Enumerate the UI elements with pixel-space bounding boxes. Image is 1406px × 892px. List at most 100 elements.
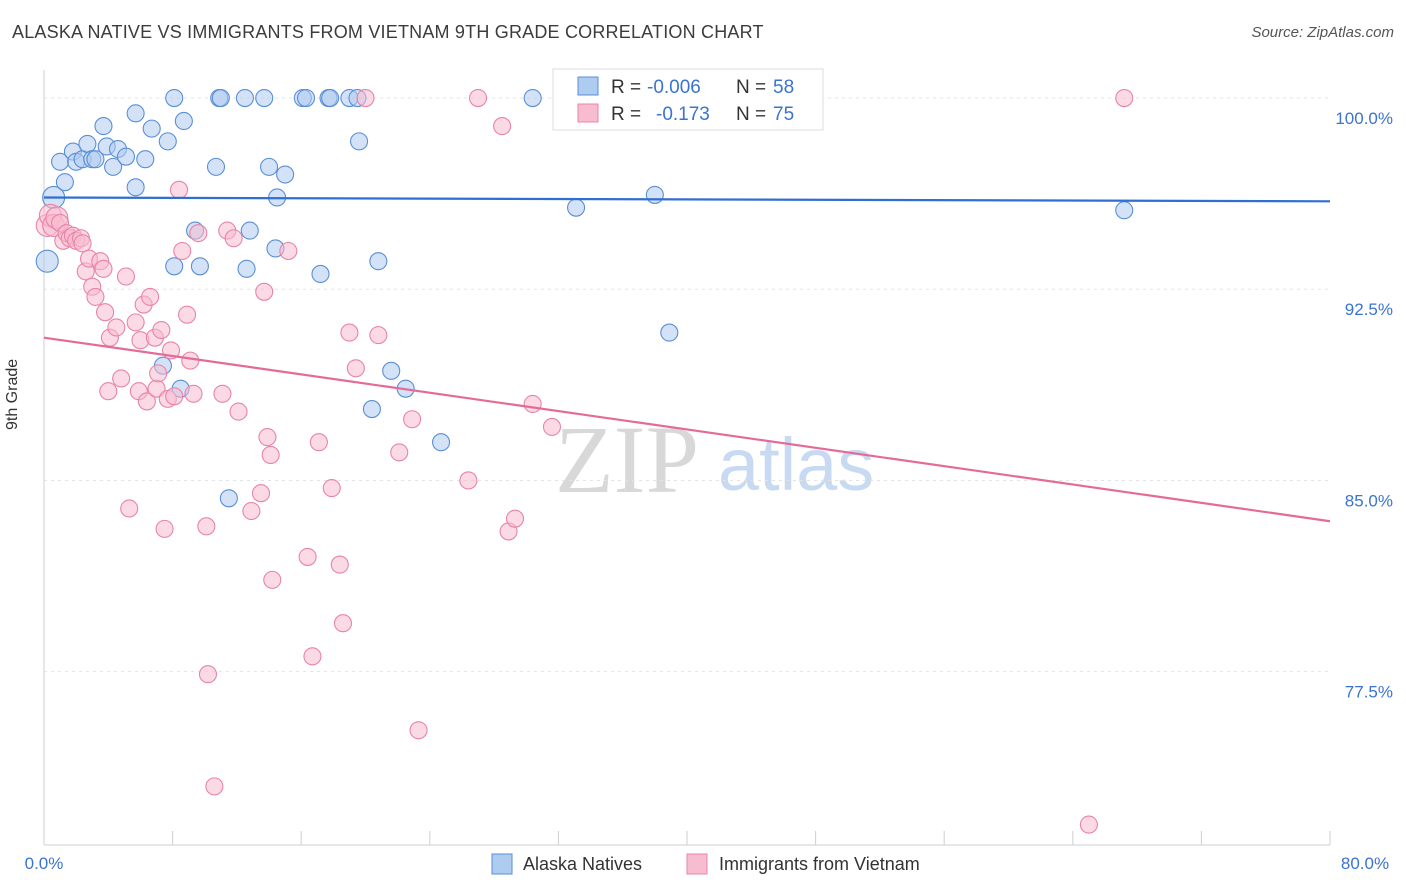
data-point-vietnam bbox=[198, 665, 218, 684]
data-point-vietnam bbox=[261, 445, 280, 465]
legend-item-alaska-natives: Alaska Natives bbox=[523, 854, 642, 874]
legend-swatch-pink bbox=[577, 103, 599, 123]
trend-line-alaska-natives bbox=[43, 196, 1331, 203]
data-point-alaska-natives bbox=[126, 104, 145, 123]
data-point-vietnam bbox=[322, 479, 341, 498]
data-point-alaska-natives bbox=[78, 134, 97, 153]
legend-n-label-2: N = bbox=[736, 104, 766, 125]
data-point-alaska-natives bbox=[94, 117, 113, 136]
grid bbox=[44, 97, 1330, 673]
legend-swatch-blue bbox=[577, 76, 599, 96]
watermark-atlas: atlas bbox=[718, 423, 874, 506]
data-point-alaska-natives bbox=[35, 249, 59, 273]
data-point-vietnam bbox=[1115, 88, 1134, 108]
x-ticks bbox=[43, 831, 1331, 845]
data-point-vietnam bbox=[251, 484, 271, 503]
data-point-vietnam bbox=[173, 241, 192, 261]
data-point-vietnam bbox=[356, 88, 375, 108]
data-point-alaska-natives bbox=[237, 259, 256, 278]
data-point-alaska-natives bbox=[1115, 201, 1134, 220]
legend-item-alaska-natives-swatch bbox=[491, 853, 513, 875]
data-point-vietnam bbox=[309, 433, 328, 452]
y-tick-label: 85.0% bbox=[1345, 491, 1393, 510]
data-point-vietnam bbox=[197, 517, 216, 536]
data-point-vietnam bbox=[263, 570, 282, 589]
x-tick-label-min: 0.0% bbox=[25, 854, 64, 873]
data-point-vietnam bbox=[107, 318, 126, 337]
data-point-alaska-natives bbox=[567, 198, 586, 217]
data-point-vietnam bbox=[86, 287, 105, 306]
data-point-vietnam bbox=[189, 224, 208, 243]
data-point-alaska-natives bbox=[116, 147, 136, 166]
y-tick-labels: 100.0% 92.5% 85.0% 77.5% bbox=[1335, 109, 1393, 702]
data-point-alaska-natives bbox=[311, 264, 330, 283]
trend-line-vietnam bbox=[43, 336, 1331, 523]
data-point-vietnam bbox=[369, 326, 388, 345]
watermark: ZIP atlas bbox=[555, 406, 874, 513]
data-point-vietnam bbox=[184, 384, 203, 403]
legend-r-label-2: R = bbox=[611, 104, 641, 125]
data-point-vietnam bbox=[346, 359, 365, 378]
watermark-zip: ZIP bbox=[555, 406, 699, 513]
data-point-alaska-natives bbox=[165, 88, 184, 108]
data-point-vietnam bbox=[165, 387, 184, 406]
data-point-alaska-natives bbox=[259, 157, 279, 176]
data-point-alaska-natives bbox=[219, 489, 238, 508]
trend-lines bbox=[43, 196, 1331, 523]
data-point-alaska-natives bbox=[211, 88, 230, 108]
data-point-vietnam bbox=[390, 443, 409, 462]
legend-n-value-1: 58 bbox=[773, 77, 794, 98]
data-point-vietnam bbox=[120, 499, 139, 518]
data-point-vietnam bbox=[468, 88, 488, 108]
legend-r-value-2: -0.173 bbox=[656, 104, 710, 125]
source-label: Source: ZipAtlas.com bbox=[1251, 24, 1394, 41]
data-point-alaska-natives bbox=[660, 323, 679, 342]
data-point-vietnam bbox=[229, 402, 248, 421]
data-point-alaska-natives bbox=[240, 221, 259, 240]
data-point-alaska-natives bbox=[158, 132, 177, 151]
data-point-alaska-natives bbox=[523, 88, 542, 108]
data-point-alaska-natives bbox=[296, 88, 316, 108]
data-point-vietnam bbox=[181, 351, 200, 370]
data-point-vietnam bbox=[255, 282, 274, 301]
data-point-vietnam bbox=[213, 384, 232, 403]
data-point-alaska-natives bbox=[382, 361, 401, 380]
data-point-vietnam bbox=[542, 417, 562, 436]
data-point-vietnam bbox=[73, 234, 92, 253]
data-point-alaska-natives bbox=[276, 165, 295, 184]
legend-series: Alaska Natives Immigrants from Vietnam bbox=[491, 853, 920, 875]
data-point-vietnam bbox=[1079, 815, 1098, 834]
data-point-alaska-natives bbox=[645, 185, 664, 204]
data-point-vietnam bbox=[116, 267, 136, 286]
y-tick-label: 77.5% bbox=[1345, 683, 1393, 702]
series-alaska-natives bbox=[35, 88, 1134, 508]
data-point-vietnam bbox=[409, 721, 428, 740]
data-point-vietnam bbox=[333, 614, 353, 633]
data-point-vietnam bbox=[303, 647, 322, 666]
data-point-vietnam bbox=[205, 777, 224, 796]
data-point-alaska-natives bbox=[165, 257, 184, 276]
data-point-vietnam bbox=[242, 501, 261, 521]
legend-stats: R = -0.006 N = 58 R = -0.173 N = 75 bbox=[552, 68, 824, 131]
y-tick-label: 92.5% bbox=[1345, 300, 1393, 319]
data-point-vietnam bbox=[152, 320, 171, 340]
data-point-vietnam bbox=[141, 287, 160, 306]
data-point-vietnam bbox=[126, 313, 145, 332]
data-point-vietnam bbox=[493, 117, 512, 136]
data-point-alaska-natives bbox=[235, 88, 254, 108]
y-tick-label: 100.0% bbox=[1335, 109, 1393, 128]
data-point-alaska-natives bbox=[190, 257, 209, 276]
data-point-alaska-natives bbox=[55, 173, 74, 192]
data-point-alaska-natives bbox=[369, 252, 388, 271]
data-point-vietnam bbox=[112, 369, 131, 388]
legend-n-value-2: 75 bbox=[773, 104, 794, 125]
data-point-alaska-natives bbox=[86, 150, 105, 169]
data-point-vietnam bbox=[96, 303, 115, 322]
data-point-vietnam bbox=[505, 509, 525, 528]
data-point-vietnam bbox=[137, 392, 156, 411]
data-point-alaska-natives bbox=[126, 178, 145, 197]
data-point-alaska-natives bbox=[206, 157, 226, 176]
x-tick-label-max: 80.0% bbox=[1341, 854, 1389, 873]
data-point-alaska-natives bbox=[362, 400, 381, 419]
